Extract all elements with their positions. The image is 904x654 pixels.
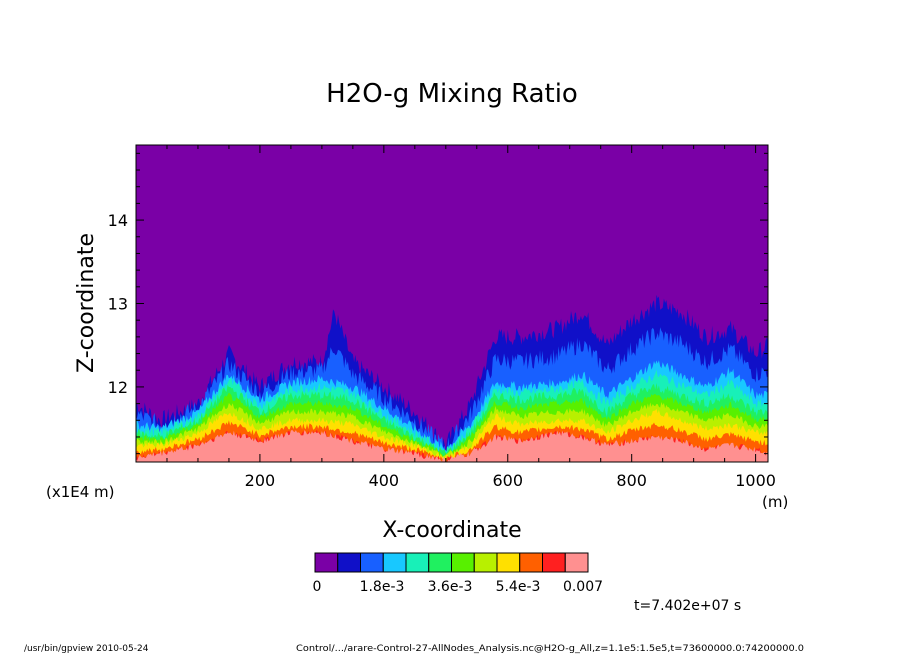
- time-label: t=7.402e+07 s: [634, 598, 741, 614]
- colorbar-swatch: [564, 552, 589, 573]
- y-tick-label: 12: [108, 378, 128, 397]
- footer-right: Control/.../arare-Control-27-AllNodes_An…: [296, 644, 804, 654]
- contour-level-11: [136, 429, 768, 462]
- colorbar-tick-label: 3.6e-3: [428, 579, 473, 595]
- y-tick-label: 13: [108, 295, 128, 314]
- colorbar-swatch: [314, 552, 339, 573]
- colorbar-swatch: [337, 552, 361, 573]
- x-tick-label: 600: [492, 471, 523, 490]
- colorbar-swatch: [473, 552, 498, 573]
- colorbar-swatch: [405, 552, 430, 573]
- x-axis-ticks: 200 400 600 800 1000: [166, 145, 776, 490]
- colorbar-tick-label: 5.4e-3: [496, 579, 541, 595]
- colorbar: 0 1.8e-3 3.6e-3 5.4e-3 0.007: [313, 552, 603, 595]
- x-unit-label: (m): [762, 493, 788, 511]
- colorbar-tick-label: 1.8e-3: [360, 579, 405, 595]
- colorbar-tick-label: 0: [313, 579, 322, 595]
- y-tick-label: 14: [108, 211, 128, 230]
- footer-left: /usr/bin/gpview 2010-05-24: [24, 644, 149, 654]
- colorbar-swatch: [519, 552, 543, 573]
- chart-title: H2O-g Mixing Ratio: [326, 79, 578, 109]
- y-axis-label: Z-coordinate: [74, 233, 99, 373]
- colorbar-swatch: [360, 552, 384, 573]
- colorbar-swatch: [451, 552, 475, 573]
- colorbar-swatch: [428, 552, 452, 573]
- x-tick-label: 800: [616, 471, 647, 490]
- colorbar-swatch: [496, 552, 521, 573]
- plot-area: [135, 144, 769, 463]
- colorbar-tick-label: 0.007: [563, 579, 603, 595]
- colorbar-swatch: [542, 552, 566, 573]
- colorbar-swatch: [382, 552, 407, 573]
- x-tick-label: 1000: [735, 471, 776, 490]
- x-tick-label: 400: [369, 471, 400, 490]
- x-tick-label: 200: [245, 471, 276, 490]
- y-axis-ticks: 12 13 14: [108, 152, 768, 455]
- x-axis-label: X-coordinate: [382, 518, 521, 543]
- y-scale-note: (x1E4 m): [46, 483, 115, 501]
